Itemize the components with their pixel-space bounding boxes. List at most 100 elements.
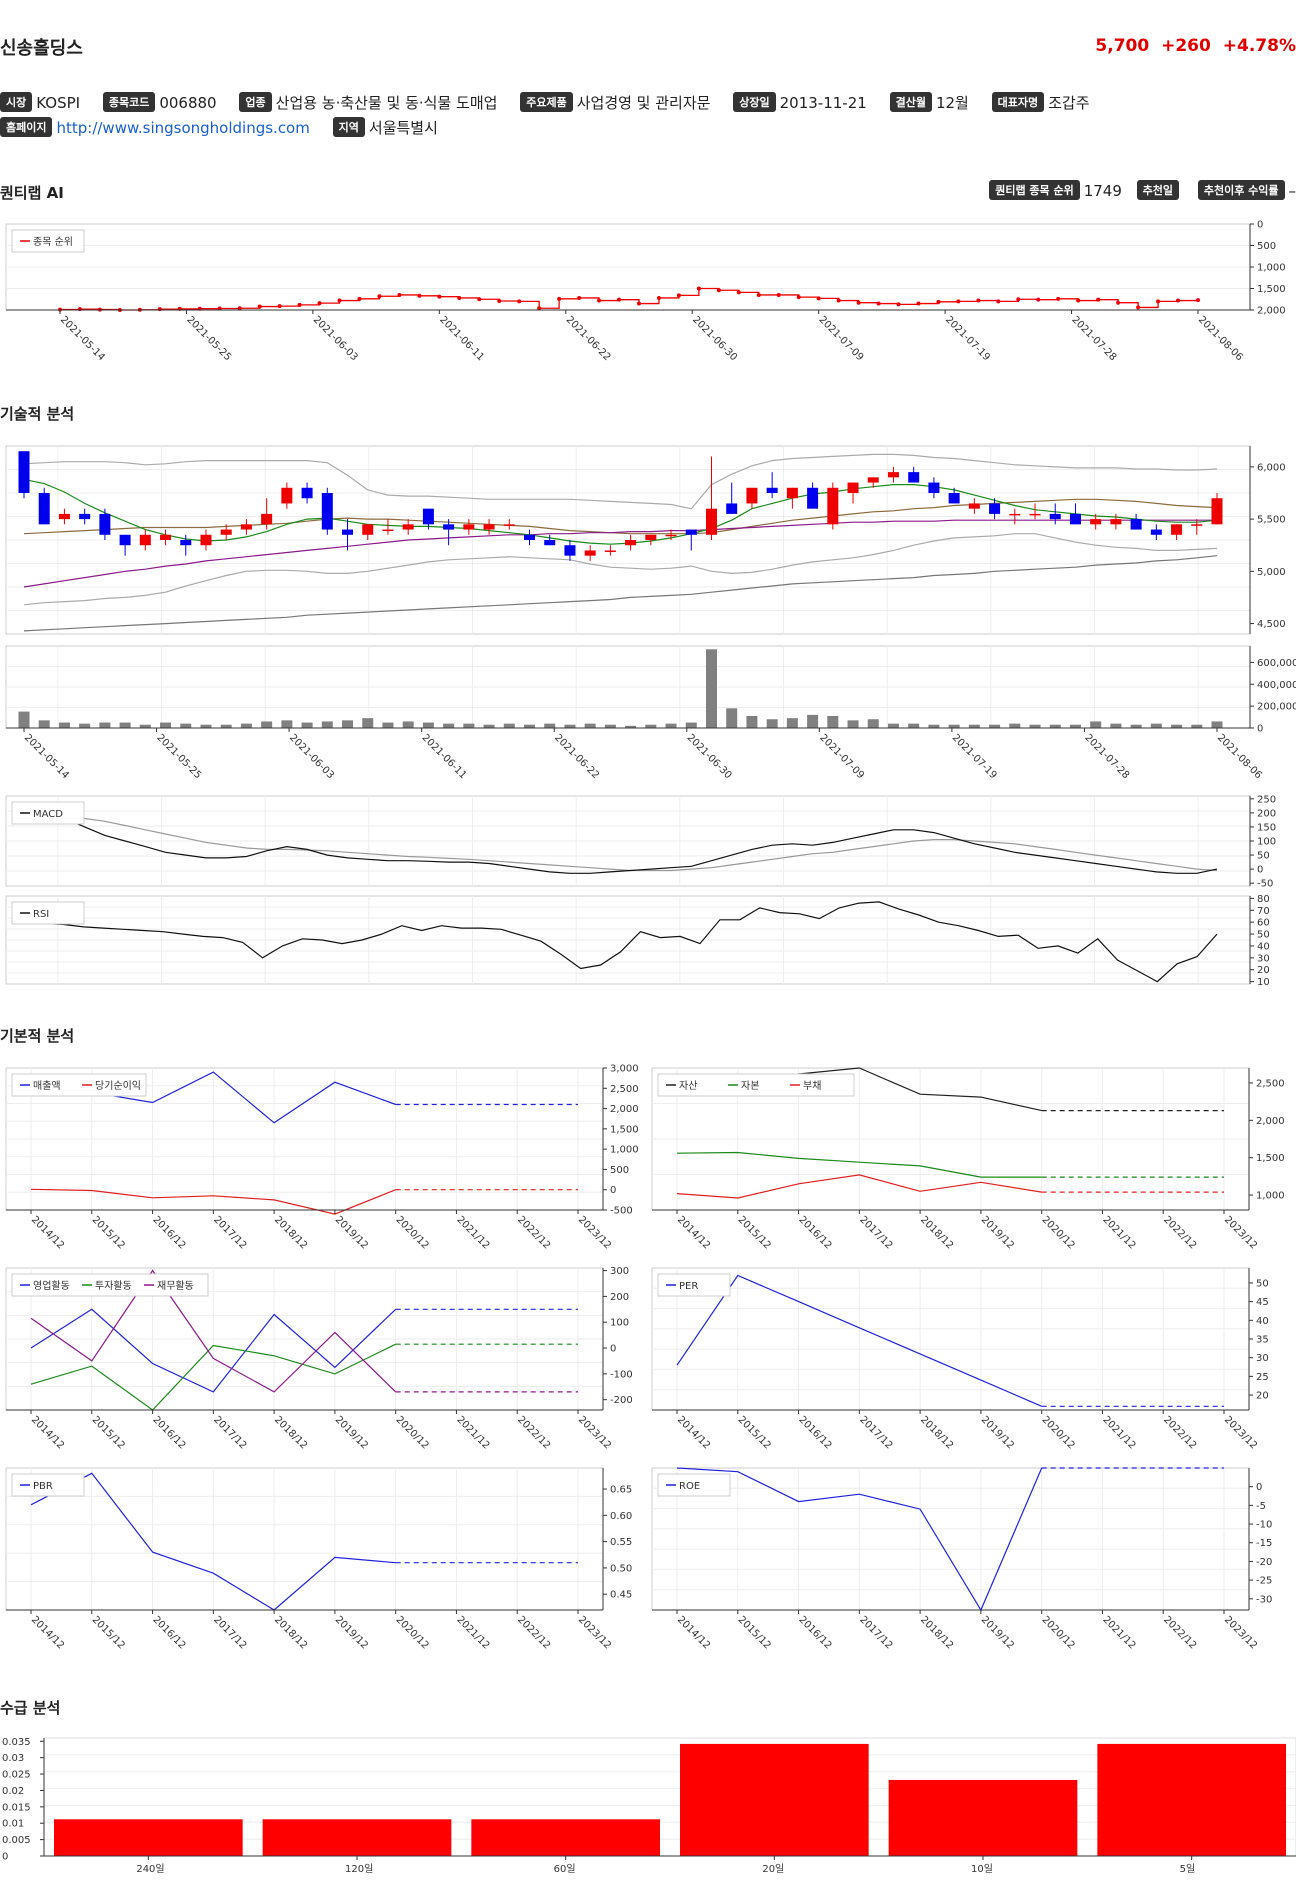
rank-value: 1749	[1083, 182, 1122, 200]
candle-y-tick-label: 5,000	[1257, 567, 1286, 578]
volume-bar	[503, 723, 515, 728]
pbr-y-tick-label: 0.50	[610, 1563, 632, 1574]
volume-bar	[342, 720, 354, 728]
supply-bar	[888, 1779, 1078, 1856]
candle-body	[604, 550, 616, 552]
technical-title: 기술적 분석	[0, 405, 75, 423]
rank-x-tick-label: 2021-05-14	[58, 314, 107, 363]
candle-body	[827, 487, 839, 525]
cashflow-y-tick-label: -100	[610, 1369, 633, 1380]
rank-point	[1156, 299, 1161, 304]
volume-x-tick-label: 2021-08-06	[1215, 732, 1264, 781]
candle-body	[463, 524, 475, 530]
volume-bar	[402, 721, 414, 728]
rank-y-tick-label: 500	[1257, 241, 1276, 252]
roe-x-tick-label: 2015/12	[736, 1614, 773, 1651]
volume-bar	[564, 724, 576, 728]
balance-legend-label: 자본	[741, 1080, 759, 1092]
candle-body	[240, 524, 252, 530]
rank-point	[517, 299, 522, 304]
rank-point	[696, 286, 701, 291]
fiscal-badge: 결산월	[889, 92, 932, 112]
macd-y-tick-label: -50	[1257, 879, 1273, 890]
rank-point	[736, 290, 741, 295]
sales-legend-box	[11, 1073, 147, 1097]
rank-point	[856, 300, 861, 305]
sales-x-tick-label: 2020/12	[394, 1214, 431, 1251]
volume-bar	[79, 723, 91, 728]
candle-body	[38, 493, 50, 525]
supply-x-tick-label: 120일	[345, 1863, 373, 1875]
supply-bar	[680, 1743, 869, 1856]
candle-body	[119, 534, 131, 546]
per-y-tick-label: 25	[1256, 1372, 1269, 1383]
volume-bar	[1009, 723, 1021, 728]
pbr-x-tick-label: 2014/12	[29, 1614, 66, 1651]
rank-point	[157, 307, 162, 312]
rank-point	[636, 301, 641, 306]
rank-point	[257, 304, 262, 309]
product-value: 사업경영 및 관리자문	[576, 94, 711, 112]
sales-x-tick-label: 2016/12	[150, 1214, 187, 1251]
supply-y-tick-label: 0	[2, 1852, 8, 1863]
macd-y-tick-label: 0	[1257, 865, 1263, 876]
volume-bar	[301, 722, 313, 728]
per-x-tick-label: 2021/12	[1100, 1414, 1137, 1451]
balance-x-tick-label: 2016/12	[796, 1214, 833, 1251]
candle-body	[281, 487, 293, 504]
sales-y-tick-label: -500	[610, 1206, 633, 1217]
supply-bar	[1097, 1743, 1286, 1856]
volume-bar	[463, 723, 475, 728]
volume-bar	[746, 715, 758, 728]
volume-x-tick-label: 2021-07-19	[950, 732, 999, 781]
supply-y-tick-label: 0.005	[2, 1835, 31, 1846]
volume-y-tick-label: 200,000	[1257, 702, 1296, 713]
candle-body	[18, 451, 30, 493]
supply-y-tick-label: 0.01	[2, 1819, 24, 1830]
volume-bar	[524, 724, 536, 728]
quantilab-summary: 퀀티랩 종목 순위 1749 추천일 추천이후 수익률 –	[989, 180, 1296, 200]
per-x-tick-label: 2020/12	[1040, 1414, 1077, 1451]
roe-y-tick-label: 0	[1256, 1482, 1262, 1493]
supply-x-tick-label: 60일	[554, 1863, 576, 1875]
candle-body	[786, 487, 798, 499]
per-legend-label: PER	[679, 1281, 698, 1292]
per-x-tick-label: 2023/12	[1222, 1414, 1259, 1451]
bollinger-upper-line	[23, 453, 1218, 510]
per-y-tick-label: 45	[1256, 1297, 1269, 1308]
rank-legend-label: 종목 순위	[33, 235, 73, 248]
candle-y-tick-label: 4,500	[1257, 619, 1286, 630]
volume-bar	[1049, 724, 1061, 728]
volume-bar	[1191, 724, 1203, 728]
per-x-tick-label: 2018/12	[918, 1414, 955, 1451]
rank-y-tick-label: 1,000	[1257, 263, 1286, 274]
volume-x-tick-label: 2021-06-03	[287, 732, 336, 781]
rsi-legend-label: RSI	[33, 909, 49, 920]
roe-y-tick-label: -15	[1256, 1538, 1272, 1549]
per-x-tick-label: 2017/12	[857, 1414, 894, 1451]
candle-body	[160, 534, 172, 540]
per-y-tick-label: 50	[1256, 1278, 1269, 1289]
candle-body	[766, 487, 778, 493]
candle-body	[220, 529, 232, 535]
pbr-y-tick-label: 0.55	[610, 1537, 632, 1548]
sales-series-line	[30, 1188, 396, 1215]
info-row-2: 홈페이지 http://www.singsongholdings.com 지역 서울…	[0, 117, 456, 138]
candle-body	[1150, 529, 1162, 535]
candle-body	[1110, 519, 1122, 525]
homepage-link[interactable]: http://www.singsongholdings.com	[56, 119, 310, 137]
cashflow-x-tick-label: 2021/12	[454, 1414, 491, 1451]
pbr-x-tick-label: 2022/12	[515, 1614, 552, 1651]
candle-body	[746, 487, 758, 504]
pbr-y-tick-label: 0.60	[610, 1511, 632, 1522]
rank-point	[796, 295, 801, 300]
candle-body	[625, 540, 637, 546]
balance-legend-label: 자산	[679, 1080, 697, 1092]
candle-body	[422, 508, 434, 525]
info-row-1: 시장 KOSPI 종목코드 006880 업종 산업용 농·축산물 및 동·식물 도매…	[0, 92, 1108, 113]
rank-point	[1016, 297, 1021, 302]
rank-point	[397, 292, 402, 297]
region-badge: 지역	[332, 117, 365, 137]
sales-legend-label: 매출액	[33, 1080, 61, 1092]
rank-point	[577, 295, 582, 300]
